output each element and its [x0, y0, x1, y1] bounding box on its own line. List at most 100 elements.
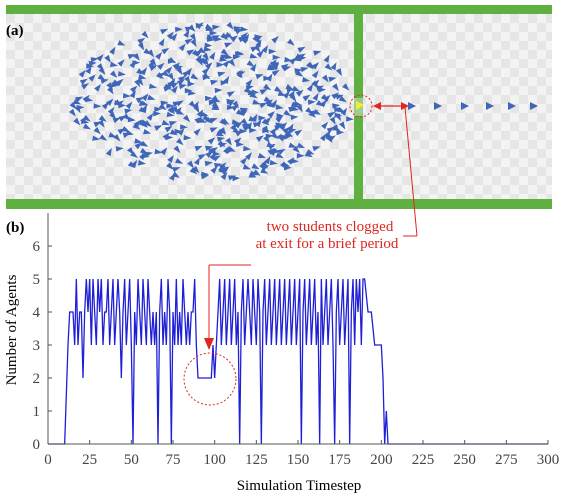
agent-icon	[171, 171, 180, 178]
agent-icon	[218, 142, 227, 148]
agent-icon	[261, 118, 270, 126]
agent-icon	[287, 123, 294, 132]
agent-icon	[282, 91, 290, 99]
series-line	[48, 278, 548, 445]
agent-icon	[274, 124, 283, 131]
agent-icon	[180, 124, 188, 130]
exited-agent-icon	[530, 102, 538, 110]
simulation-panel: (a)	[6, 5, 552, 209]
agent-icon	[177, 128, 185, 136]
agent-icon	[171, 85, 178, 94]
agent-icon	[148, 83, 157, 89]
exited-agent-icon	[408, 102, 416, 110]
agent-icon	[277, 148, 286, 155]
agent-icon	[245, 152, 252, 161]
clogged-agent-highlight	[356, 101, 364, 110]
annotation-line-1: two students clogged	[267, 219, 394, 235]
agent-icon	[255, 119, 262, 128]
agent-icon	[98, 115, 107, 122]
agent-crowd	[68, 21, 354, 182]
divider-wall-lower	[354, 116, 363, 200]
agent-icon	[269, 159, 278, 166]
agent-icon	[220, 80, 229, 86]
agent-icon	[209, 118, 218, 124]
y-tick-label: 2	[33, 371, 41, 387]
agent-icon	[249, 53, 258, 59]
agent-icon	[334, 112, 343, 118]
agent-icon	[129, 85, 138, 93]
agent-icon	[154, 125, 163, 131]
agent-icon	[75, 96, 84, 103]
agent-icon	[196, 57, 203, 66]
agent-icon	[232, 127, 241, 134]
agent-icon	[115, 146, 124, 152]
agent-icon	[319, 99, 327, 108]
agent-icon	[117, 128, 126, 135]
agent-icon	[296, 104, 303, 113]
agent-icon	[231, 104, 240, 112]
agent-icon	[275, 104, 284, 110]
x-tick-label: 0	[44, 452, 52, 468]
agent-icon	[242, 125, 251, 132]
agent-icon	[85, 66, 92, 75]
x-tick-label: 50	[124, 452, 139, 468]
agent-icon	[194, 157, 200, 166]
agent-icon	[259, 102, 268, 109]
agent-icon	[193, 105, 200, 114]
agent-icon	[311, 62, 320, 70]
agent-icon	[282, 66, 292, 72]
agent-icon	[190, 39, 197, 48]
exited-agent-icon	[461, 102, 469, 110]
agent-icon	[306, 83, 314, 92]
agent-icon	[230, 35, 238, 43]
agent-icon	[88, 74, 96, 82]
agent-icon	[94, 84, 102, 92]
agent-icon	[290, 105, 299, 112]
agent-icon	[285, 84, 294, 90]
agent-icon	[265, 133, 274, 140]
agent-icon	[123, 93, 131, 99]
agent-icon	[158, 38, 165, 47]
agent-icon	[276, 113, 285, 119]
y-axis-title: Number of Agents	[4, 274, 20, 385]
agent-icon	[130, 159, 138, 168]
agent-icon	[212, 155, 221, 162]
agent-icon	[262, 127, 271, 134]
agent-icon	[153, 111, 161, 117]
agent-icon	[259, 89, 268, 95]
agent-icon	[107, 106, 115, 115]
agent-icon	[253, 44, 261, 53]
agent-icon	[259, 161, 266, 170]
clog-highlight-circle	[183, 352, 237, 406]
agent-icon	[245, 79, 253, 87]
agent-icon	[327, 111, 336, 118]
agent-icon	[287, 157, 295, 165]
agent-icon	[257, 152, 267, 159]
agent-icon	[288, 90, 295, 99]
agent-icon	[271, 36, 279, 44]
agent-icon	[267, 111, 275, 119]
x-tick-label: 25	[82, 452, 97, 468]
agent-icon	[249, 127, 257, 133]
agent-icon	[195, 22, 204, 29]
agent-icon	[271, 132, 279, 140]
agent-icon	[209, 152, 216, 161]
agent-icon	[210, 166, 218, 174]
agent-icon	[226, 104, 235, 110]
agent-icon	[188, 24, 196, 32]
agent-icon	[139, 152, 146, 160]
agent-icon	[100, 78, 109, 84]
agent-icon	[240, 157, 248, 165]
x-tick-label: 175	[328, 452, 351, 468]
agent-icon	[274, 86, 283, 93]
agent-icon	[149, 58, 157, 67]
agent-icon	[190, 73, 199, 80]
agent-icon	[243, 145, 252, 152]
agent-icon	[324, 63, 333, 71]
divider-wall-upper	[354, 14, 363, 98]
agent-icon	[82, 123, 91, 130]
agent-icon	[295, 70, 304, 77]
agent-icon	[73, 117, 81, 126]
agent-icon	[167, 72, 174, 81]
agent-icon	[234, 51, 243, 57]
